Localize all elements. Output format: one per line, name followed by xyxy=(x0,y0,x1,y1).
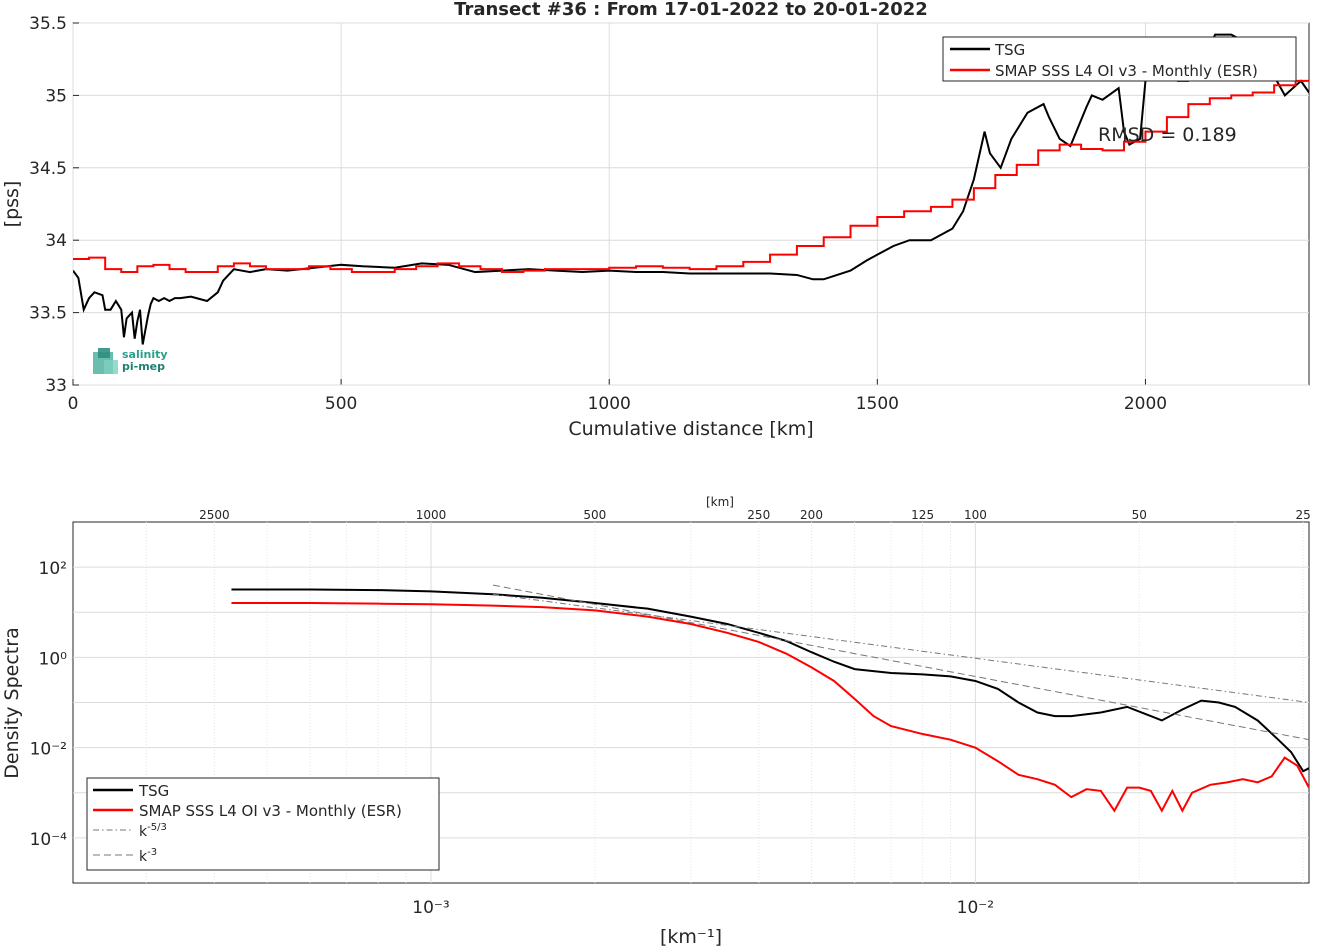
series-line-tsg xyxy=(73,33,1309,345)
legend-label-tsg: TSG xyxy=(994,41,1025,59)
spectra-series-line-k53 xyxy=(492,593,1309,703)
spectra-top-tick-label: 200 xyxy=(800,508,823,522)
spectra-chart: 10⁻³ 10⁻² 10⁻⁴ 10⁻² 10⁰ 10² 2500 1000 500 250 200 1… xyxy=(1,495,1311,948)
spectra-x-axis-label: [km⁻¹] xyxy=(660,926,722,948)
salinity-x-tick-label: 1500 xyxy=(856,394,899,414)
spectra-y-tick-label: 10⁻² xyxy=(30,740,67,760)
spectra-x-tick-label: 10⁻² xyxy=(957,898,994,918)
k3-base: k xyxy=(139,849,148,865)
salinity-tick-labels: 0 500 1000 1500 2000 33 33.5 34 34.5 35 35.5 xyxy=(29,14,1167,414)
salinity-y-tick-label: 33 xyxy=(45,376,67,396)
salinity-legend-box xyxy=(942,36,1297,82)
k53-exponent: -5/3 xyxy=(147,822,167,833)
salinity-x-tick-label: 2000 xyxy=(1124,394,1167,414)
k53-base: k xyxy=(139,824,148,840)
spectra-legend: TSG SMAP SSS L4 OI v3 - Monthly (ESR) k-… xyxy=(86,777,440,871)
spectra-y-tick-label: 10⁻⁴ xyxy=(30,830,68,850)
spectra-y-tick-label: 10⁰ xyxy=(39,649,68,669)
salinity-y-tick-label: 35 xyxy=(45,86,67,106)
salinity-x-tick-label: 500 xyxy=(325,394,357,414)
spectra-top-tick-label: 50 xyxy=(1132,508,1147,522)
salinity-y-tick-label: 33.5 xyxy=(29,304,67,324)
spectra-series-line-tsg xyxy=(231,588,1309,773)
salinity-x-axis-label: Cumulative distance [km] xyxy=(568,418,813,440)
series-line-smap xyxy=(73,79,1309,274)
spectra-legend-label-k53: k-5/3 xyxy=(139,822,167,840)
spectra-series-line-smap xyxy=(231,602,1309,813)
logo-text-salinity: salinity xyxy=(122,348,168,361)
spectra-y-tick-label: 10² xyxy=(39,559,67,579)
spectra-x-tick-label: 10⁻³ xyxy=(412,898,449,918)
spectra-legend-label-k3: k-3 xyxy=(139,847,157,865)
salinity-y-tick-label: 34 xyxy=(45,231,67,251)
salinity-x-tick-label: 0 xyxy=(68,394,79,414)
spectra-series xyxy=(231,584,1309,813)
spectra-top-tick-label: 125 xyxy=(911,508,934,522)
spectra-series-line-k3 xyxy=(492,584,1309,741)
spectra-legend-label-smap: SMAP SSS L4 OI v3 - Monthly (ESR) xyxy=(139,802,402,820)
salinity-legend: TSG SMAP SSS L4 OI v3 - Monthly (ESR) xyxy=(942,36,1297,82)
salinity-y-axis-label: [pss] xyxy=(1,181,23,228)
logo-mark-icon xyxy=(93,348,118,374)
salinity-chart-title: Transect #36 : From 17-01-2022 to 20-01-… xyxy=(454,0,928,20)
salinity-y-tick-label: 35.5 xyxy=(29,14,67,34)
salinity-pi-mep-logo: salinity pi-mep xyxy=(93,348,168,374)
logo-text-pi-mep: pi-mep xyxy=(122,360,165,373)
spectra-top-tick-label: 100 xyxy=(964,508,987,522)
salinity-plot-area xyxy=(72,22,1310,386)
legend-label-smap: SMAP SSS L4 OI v3 - Monthly (ESR) xyxy=(995,62,1258,80)
spectra-top-tick-label: 2500 xyxy=(199,508,230,522)
spectra-legend-label-tsg: TSG xyxy=(138,782,169,800)
rmsd-annotation: RMSD = 0.189 xyxy=(1098,124,1237,146)
spectra-top-tick-label: 250 xyxy=(747,508,770,522)
k3-exponent: -3 xyxy=(147,847,157,858)
spectra-top-tick-label: 25 xyxy=(1296,508,1311,522)
spectra-tick-labels: 10⁻³ 10⁻² 10⁻⁴ 10⁻² 10⁰ 10² 2500 1000 500 250 200 1… xyxy=(30,508,1311,918)
spectra-legend-box xyxy=(86,777,440,871)
salinity-chart: 0 500 1000 1500 2000 33 33.5 34 34.5 35 35.5 Trans… xyxy=(1,0,1310,440)
spectra-y-axis-label: Density Spectra xyxy=(1,627,23,778)
spectra-top-axis-label: [km] xyxy=(706,495,734,509)
salinity-y-tick-label: 34.5 xyxy=(29,159,67,179)
spectra-top-tick-label: 1000 xyxy=(416,508,447,522)
salinity-series xyxy=(73,33,1309,345)
salinity-x-tick-label: 1000 xyxy=(588,394,631,414)
spectra-top-tick-label: 500 xyxy=(583,508,606,522)
